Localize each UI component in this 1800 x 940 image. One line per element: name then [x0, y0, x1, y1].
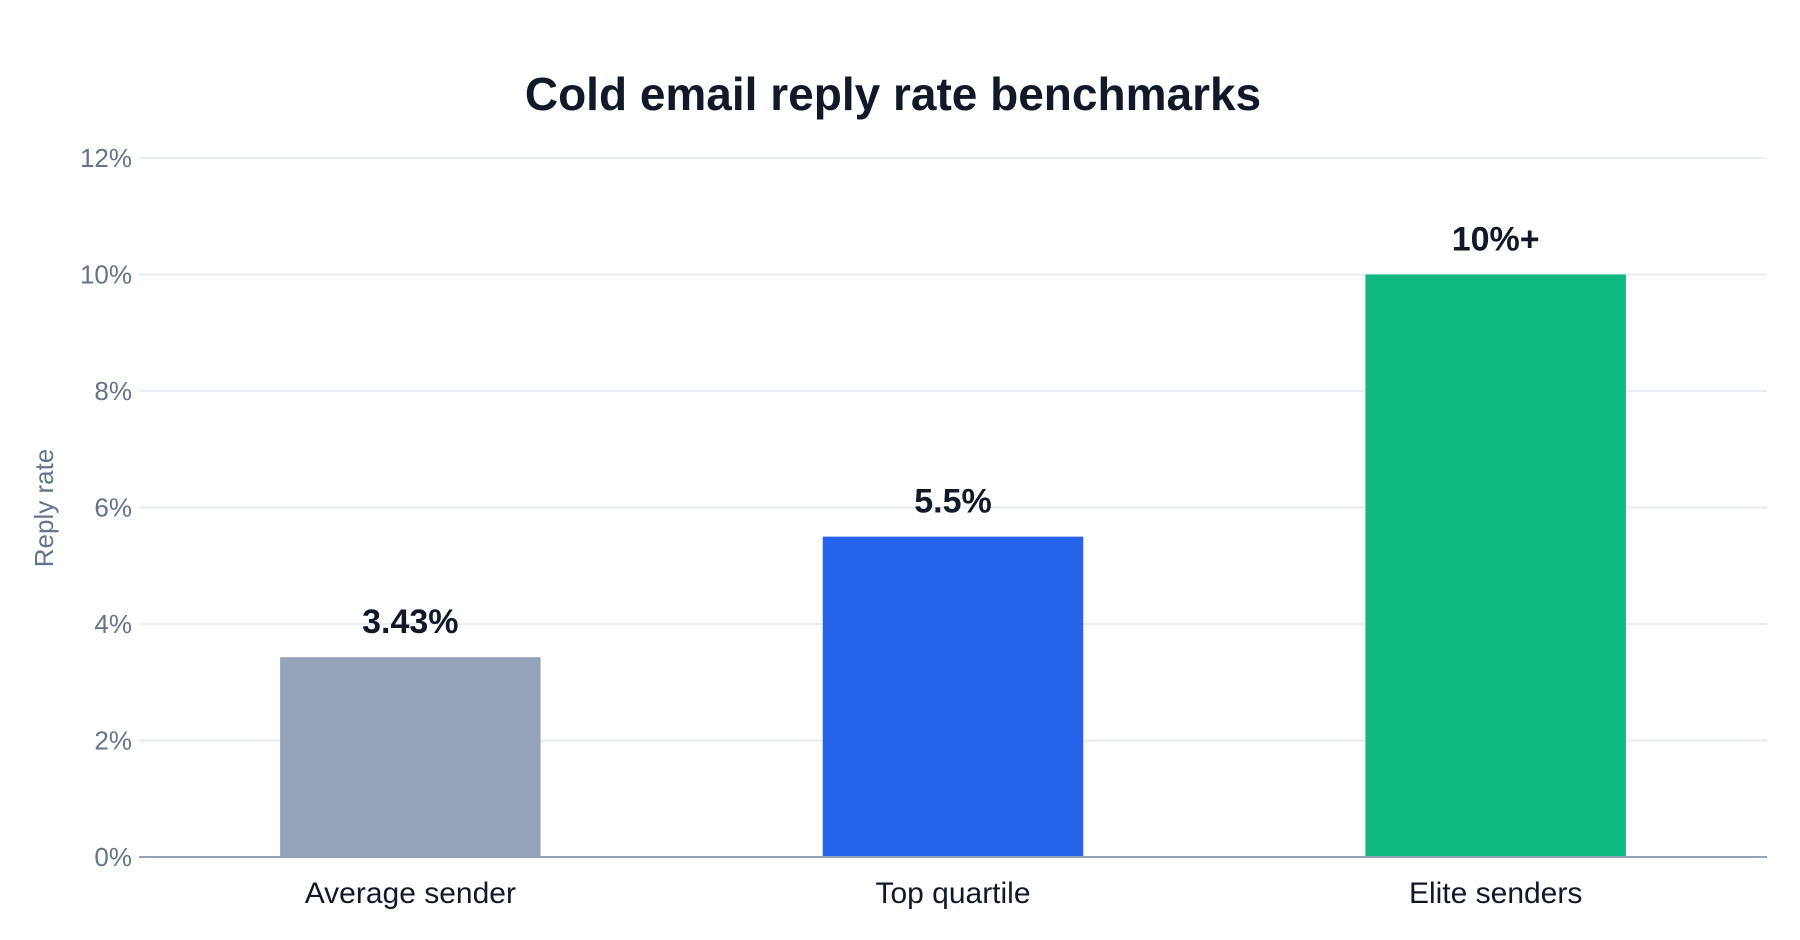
y-tick-label: 12% — [80, 143, 132, 173]
bar-elite-senders — [1365, 274, 1626, 857]
data-label: 5.5% — [914, 483, 992, 521]
y-tick-label: 0% — [94, 842, 132, 872]
y-axis-label: Reply rate — [29, 449, 59, 568]
data-labels: 3.43% 5.5% 10%+ — [362, 221, 1539, 642]
bar-top-quartile — [822, 536, 1084, 857]
x-axis-ticks: Average sender Top quartile Elite senders — [305, 877, 1583, 910]
data-label: 3.43% — [362, 603, 458, 641]
chart-title: Cold email reply rate benchmarks — [525, 68, 1261, 120]
x-tick-label: Top quartile — [875, 877, 1030, 910]
y-tick-label: 8% — [94, 376, 132, 406]
bar-average-sender — [280, 657, 541, 857]
y-axis-ticks: 0% 2% 4% 6% 8% 10% 12% — [80, 143, 132, 872]
y-tick-label: 2% — [94, 726, 132, 756]
bars — [280, 274, 1626, 857]
x-tick-label: Average sender — [305, 877, 516, 910]
data-label: 10%+ — [1452, 221, 1540, 259]
y-tick-label: 4% — [94, 609, 132, 639]
y-tick-label: 10% — [80, 260, 132, 290]
x-tick-label: Elite senders — [1409, 877, 1582, 910]
y-tick-label: 6% — [94, 493, 132, 523]
